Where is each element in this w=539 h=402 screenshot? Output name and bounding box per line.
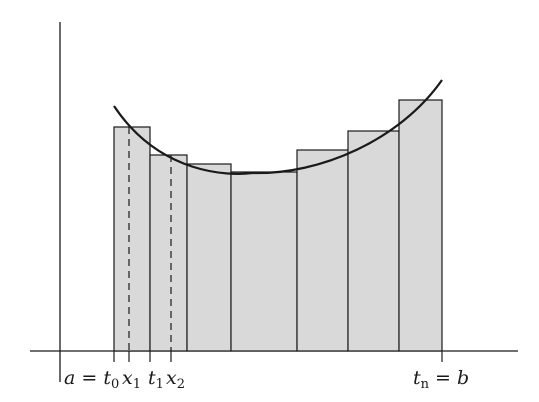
- rectangle: [113, 126, 151, 352]
- label-tn-b: tn = b: [413, 367, 469, 392]
- rectangle: [347, 130, 400, 352]
- t-symbol: t: [103, 367, 111, 389]
- tick-marks: [113, 351, 443, 362]
- label-t1: t1: [148, 367, 164, 392]
- rectangles: [113, 99, 443, 352]
- rectangle: [398, 99, 443, 352]
- rectangle: [296, 149, 349, 352]
- rectangle: [186, 163, 232, 352]
- rectangle: [149, 154, 188, 352]
- label-a-t0: a = t0: [64, 367, 119, 392]
- rectangle: [230, 171, 298, 352]
- function-curve: [113, 79, 443, 175]
- label-x1: x1: [122, 367, 141, 392]
- label-x2: x2: [166, 367, 185, 392]
